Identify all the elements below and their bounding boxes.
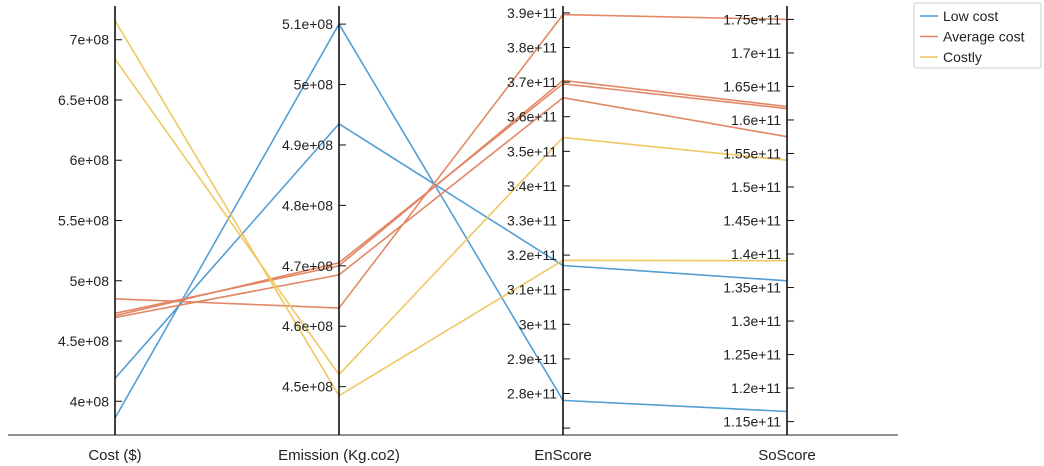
- axis-label-cost: Cost ($): [88, 447, 141, 464]
- tick-label: 3.6e+11: [507, 109, 557, 125]
- tick-label: 4.7e+08: [282, 258, 333, 274]
- tick-label: 5e+08: [294, 77, 334, 93]
- axis-label-emission-kg-co2: Emission (Kg.co2): [278, 447, 400, 464]
- tick-label: 1.6e+11: [731, 112, 781, 128]
- tick-label: 3.1e+11: [507, 282, 557, 298]
- tick-label: 1.15e+11: [723, 414, 781, 430]
- tick-label: 3.8e+11: [507, 40, 557, 56]
- tick-label: 1.25e+11: [723, 347, 781, 363]
- axes: 4e+08 4.5e+08 5e+08 5.5e+08 6e+08 6.5e+08 7e+0…: [58, 5, 816, 464]
- legend-label-low-cost: Low cost: [943, 8, 998, 24]
- legend: Low cost Average cost Costly: [913, 2, 1042, 69]
- tick-label: 4.9e+08: [282, 137, 333, 153]
- tick-label: 6e+08: [70, 152, 110, 168]
- tick-label: 3.4e+11: [507, 178, 557, 194]
- series-line-average-cost-4: [114, 96, 788, 319]
- tick-label: 3.3e+11: [507, 213, 557, 229]
- tick-label: 3.9e+11: [507, 5, 557, 21]
- tick-label: 1.5e+11: [731, 179, 781, 195]
- series-line-costly-1: [114, 20, 788, 397]
- series-line-low-cost-2: [114, 122, 788, 379]
- tick-label: 4e+08: [70, 393, 110, 409]
- tick-label: 4.5e+08: [58, 333, 109, 349]
- tick-label: 1.35e+11: [723, 280, 781, 296]
- tick-label: 1.55e+11: [723, 145, 781, 161]
- tick-label: 5.1e+08: [282, 16, 333, 32]
- tick-label: 1.4e+11: [731, 246, 781, 262]
- tick-label: 1.75e+11: [723, 11, 781, 27]
- tick-label: 5e+08: [70, 273, 110, 289]
- polylines: [114, 13, 788, 419]
- legend-box: [913, 2, 1042, 69]
- tick-label: 4.5e+08: [282, 379, 333, 395]
- tick-label: 5.5e+08: [58, 213, 109, 229]
- tick-label: 4.6e+08: [282, 318, 333, 334]
- tick-label: 1.65e+11: [723, 78, 781, 94]
- tick-label: 3.7e+11: [507, 74, 557, 90]
- tick-label: 1.3e+11: [731, 313, 781, 329]
- tick-label: 1.7e+11: [731, 45, 781, 61]
- tick-label: 3.5e+11: [507, 143, 557, 159]
- series-line-average-cost-1: [114, 13, 788, 309]
- tick-label: 2.9e+11: [507, 351, 557, 367]
- tick-label: 1.2e+11: [731, 380, 781, 396]
- series-line-low-cost-1: [114, 22, 788, 419]
- tick-label: 6.5e+08: [58, 92, 109, 108]
- series-line-costly-2: [114, 58, 788, 376]
- legend-label-costly: Costly: [943, 49, 982, 65]
- tick-label: 7e+08: [70, 32, 110, 48]
- tick-label: 3.2e+11: [507, 247, 557, 263]
- series-line-average-cost-3: [114, 82, 788, 317]
- tick-label: 1.45e+11: [723, 213, 781, 229]
- axis-label-soscore: SoScore: [758, 447, 816, 464]
- axis-label-enscore: EnScore: [534, 447, 592, 464]
- legend-label-average-cost: Average cost: [943, 29, 1025, 45]
- tick-label: 3e+11: [519, 316, 557, 332]
- tick-label: 2.8e+11: [507, 385, 557, 401]
- series-line-average-cost-2: [114, 79, 788, 315]
- tick-label: 4.8e+08: [282, 197, 333, 213]
